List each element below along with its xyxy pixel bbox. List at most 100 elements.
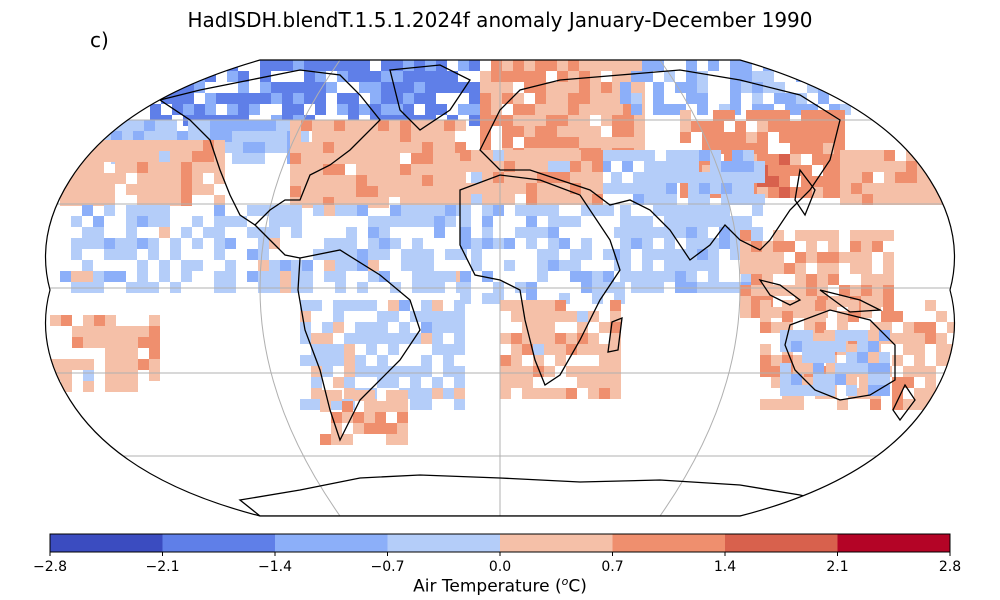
anomaly-cell (801, 165, 812, 176)
anomaly-cell (835, 330, 846, 341)
anomaly-cell (225, 238, 236, 249)
anomaly-cell (577, 366, 588, 377)
anomaly-cell (335, 249, 346, 260)
anomaly-cell (861, 285, 872, 296)
anomaly-cell (323, 197, 334, 208)
anomaly-cell (686, 216, 697, 227)
colorbar-tick-label: 2.8 (938, 559, 962, 575)
anomaly-cell (348, 60, 359, 71)
anomaly-cell (721, 194, 732, 205)
anomaly-cell (290, 120, 301, 131)
anomaly-cell (746, 143, 757, 154)
anomaly-cell (653, 271, 664, 282)
anomaly-cell (232, 153, 243, 164)
anomaly-cell (331, 434, 342, 445)
anomaly-cell (504, 172, 515, 183)
anomaly-cell (936, 311, 947, 322)
anomaly-cell (293, 93, 304, 104)
anomaly-cell (862, 150, 873, 161)
anomaly-cell (791, 374, 802, 385)
anomaly-cell (612, 60, 623, 71)
anomaly-cell (389, 153, 400, 164)
anomaly-cell (71, 216, 82, 227)
anomaly-cell (368, 271, 379, 282)
anomaly-cell (768, 154, 779, 165)
anomaly-cell (368, 238, 379, 249)
anomaly-cell (460, 216, 471, 227)
anomaly-cell (771, 322, 782, 333)
anomaly-cell (400, 175, 411, 186)
anomaly-cell (370, 104, 381, 115)
anomaly-cell (828, 252, 839, 263)
anomaly-cell (210, 120, 221, 131)
anomaly-cell (214, 238, 225, 249)
anomaly-cell (686, 60, 697, 71)
anomaly-cell (675, 227, 686, 238)
anomaly-cell (82, 195, 93, 206)
colorbar-tick-label: −2.1 (145, 559, 180, 575)
anomaly-cell (850, 230, 861, 241)
anomaly-cell (544, 322, 555, 333)
anomaly-cell (482, 205, 493, 216)
anomaly-cell (796, 104, 807, 115)
anomaly-cell (631, 71, 642, 82)
anomaly-cell (471, 150, 482, 161)
anomaly-cell (526, 238, 537, 249)
anomaly-cell (782, 322, 793, 333)
anomaly-cell (221, 131, 232, 142)
anomaly-cell (592, 183, 603, 194)
anomaly-cell (181, 162, 192, 173)
anomaly-cell (333, 399, 344, 410)
anomaly-cell (835, 341, 846, 352)
anomaly-cell (511, 355, 522, 366)
anomaly-cell (710, 161, 721, 172)
anomaly-cell (334, 164, 345, 175)
anomaly-cell (859, 377, 870, 388)
anomaly-cell (686, 71, 697, 82)
anomaly-cell (601, 104, 612, 115)
anomaly-cell (790, 143, 801, 154)
anomaly-cell (359, 82, 370, 93)
anomaly-cell (469, 60, 480, 71)
anomaly-cell (544, 366, 555, 377)
anomaly-cell (708, 238, 719, 249)
anomaly-cell (301, 164, 312, 175)
anomaly-cell (868, 385, 879, 396)
anomaly-cell (730, 82, 741, 93)
anomaly-cell (760, 366, 771, 377)
anomaly-cell (410, 366, 421, 377)
anomaly-cell (614, 227, 625, 238)
anomaly-cell (732, 150, 743, 161)
anomaly-cell (331, 390, 342, 401)
anomaly-cell (149, 359, 160, 370)
anomaly-cell (879, 385, 890, 396)
anomaly-cell (137, 216, 148, 227)
anomaly-cell (848, 300, 859, 311)
anomaly-cell (115, 238, 126, 249)
anomaly-cell (570, 271, 581, 282)
anomaly-cell (504, 260, 515, 271)
anomaly-cell (367, 175, 378, 186)
anomaly-cell (828, 230, 839, 241)
anomaly-cell (834, 165, 845, 176)
anomaly-cell (133, 131, 144, 142)
anomaly-cell (323, 164, 334, 175)
anomaly-cell (768, 187, 779, 198)
anomaly-cell (763, 71, 774, 82)
anomaly-cell (364, 401, 375, 412)
anomaly-cell (61, 370, 72, 381)
anomaly-cell (795, 274, 806, 285)
anomaly-cell (524, 60, 535, 71)
anomaly-cell (400, 197, 411, 208)
anomaly-cell (364, 423, 375, 434)
anomaly-cell (482, 150, 493, 161)
anomaly-cell (333, 377, 344, 388)
anomaly-cell (795, 263, 806, 274)
anomaly-cell (392, 60, 403, 71)
anomaly-cell (72, 326, 83, 337)
anomaly-cell (784, 285, 795, 296)
anomaly-cell (746, 132, 757, 143)
anomaly-cell (611, 172, 622, 183)
anomaly-cell (353, 423, 364, 434)
anomaly-cell (82, 271, 93, 282)
